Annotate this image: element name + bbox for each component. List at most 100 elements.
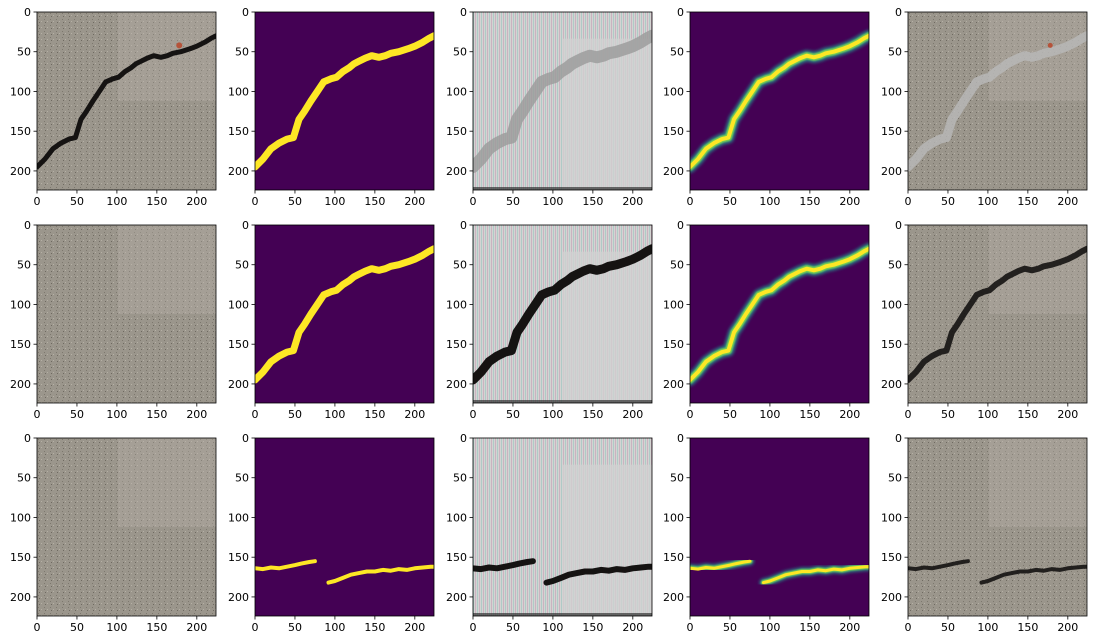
y-tick-label: 150 [881, 125, 902, 138]
y-tick-label: 0 [677, 6, 684, 19]
x-tick-label: 50 [506, 621, 520, 634]
y-tick-label: 50 [17, 46, 31, 59]
x-tick-label: 100 [106, 408, 127, 421]
x-tick-label: 100 [977, 195, 998, 208]
y-tick-label: 100 [881, 298, 902, 311]
x-tick-label: 200 [1057, 408, 1078, 421]
axes-frame [254, 437, 435, 617]
x-tick-label: 100 [542, 195, 563, 208]
diagonal-crack [255, 245, 434, 384]
x-tick-label: 100 [759, 621, 780, 634]
x-tick-label: 150 [582, 408, 603, 421]
x-tick-label: 200 [186, 621, 207, 634]
panel-r3-c2-binary-mask: 0 50 100 150 200 0 50 100 150 200 [228, 432, 435, 634]
axes-frame [907, 11, 1088, 191]
x-tick-label: 50 [941, 408, 955, 421]
panel-r2-c1-photo-plain: 0 50 100 150 200 0 50 100 150 200 [10, 219, 217, 421]
panel-image [473, 438, 652, 616]
x-tick-label: 150 [799, 408, 820, 421]
y-tick-label: 0 [24, 432, 31, 445]
x-tick-label: 0 [252, 195, 259, 208]
diagonal-crack [690, 33, 869, 169]
y-tick-label: 0 [895, 432, 902, 445]
x-tick-label: 150 [582, 195, 603, 208]
y-tick-label: 200 [881, 378, 902, 391]
x-tick-label: 150 [1017, 408, 1038, 421]
y-tick-label: 50 [453, 46, 467, 59]
y-tick-label: 100 [446, 298, 467, 311]
x-tick-label: 150 [364, 408, 385, 421]
y-tick-label: 0 [460, 219, 467, 232]
y-tick-label: 0 [242, 6, 249, 19]
x-tick-label: 50 [506, 408, 520, 421]
y-tick-label: 100 [228, 298, 249, 311]
panel-image [255, 438, 434, 616]
panel-image [37, 12, 216, 190]
x-tick-label: 0 [470, 408, 477, 421]
panel-image [690, 225, 869, 403]
y-tick-label: 150 [881, 551, 902, 564]
y-tick-label: 200 [446, 378, 467, 391]
horizontal-left-crack [255, 559, 317, 572]
y-tick-label: 150 [663, 551, 684, 564]
x-tick-label: 150 [364, 621, 385, 634]
y-tick-label: 100 [663, 511, 684, 524]
panel-image [908, 438, 1087, 616]
horizontal-right-crack [543, 563, 652, 586]
y-tick-label: 150 [663, 125, 684, 138]
x-tick-label: 50 [723, 195, 737, 208]
x-tick-label: 100 [542, 408, 563, 421]
y-tick-label: 100 [10, 511, 31, 524]
axes-frame [36, 437, 217, 617]
y-tick-label: 150 [228, 125, 249, 138]
x-tick-label: 0 [252, 408, 259, 421]
x-tick-label: 0 [687, 621, 694, 634]
y-tick-label: 0 [677, 432, 684, 445]
x-tick-label: 100 [759, 408, 780, 421]
y-tick-label: 150 [10, 125, 31, 138]
x-tick-label: 0 [252, 621, 259, 634]
y-tick-label: 50 [670, 46, 684, 59]
panel-image [908, 12, 1087, 190]
x-tick-label: 200 [622, 408, 643, 421]
x-tick-label: 0 [905, 195, 912, 208]
y-tick-label: 100 [446, 85, 467, 98]
y-tick-label: 50 [888, 46, 902, 59]
x-tick-label: 0 [905, 408, 912, 421]
y-tick-label: 200 [10, 591, 31, 604]
y-tick-label: 0 [895, 6, 902, 19]
x-tick-label: 200 [186, 195, 207, 208]
panel-image [37, 225, 216, 403]
y-tick-label: 0 [24, 219, 31, 232]
y-tick-label: 200 [10, 378, 31, 391]
diagonal-crack [255, 32, 434, 171]
x-tick-label: 100 [542, 621, 563, 634]
y-tick-label: 150 [228, 338, 249, 351]
y-tick-label: 0 [24, 6, 31, 19]
y-tick-label: 0 [895, 219, 902, 232]
axes-frame [472, 437, 653, 617]
panel-image [690, 438, 869, 616]
y-tick-label: 150 [663, 338, 684, 351]
y-tick-label: 50 [235, 472, 249, 485]
panel-r3-c1-photo-plain: 0 50 100 150 200 0 50 100 150 200 [10, 432, 217, 634]
x-tick-label: 150 [364, 195, 385, 208]
y-tick-label: 200 [10, 165, 31, 178]
x-tick-label: 150 [146, 195, 167, 208]
rust-spot [176, 42, 183, 49]
panel-r3-c4-probability-heatmap: 0 50 100 150 200 0 50 100 150 200 [663, 432, 870, 634]
axes-frame [472, 224, 653, 404]
y-tick-label: 200 [228, 165, 249, 178]
panel-image [473, 12, 652, 190]
x-tick-label: 0 [470, 195, 477, 208]
x-tick-label: 150 [146, 621, 167, 634]
x-tick-label: 150 [146, 408, 167, 421]
x-tick-label: 50 [70, 621, 84, 634]
y-tick-label: 100 [228, 511, 249, 524]
y-tick-label: 100 [10, 298, 31, 311]
axes-frame [36, 224, 217, 404]
x-tick-label: 50 [506, 195, 520, 208]
y-tick-label: 50 [453, 472, 467, 485]
x-tick-label: 0 [470, 621, 477, 634]
x-tick-label: 100 [106, 621, 127, 634]
